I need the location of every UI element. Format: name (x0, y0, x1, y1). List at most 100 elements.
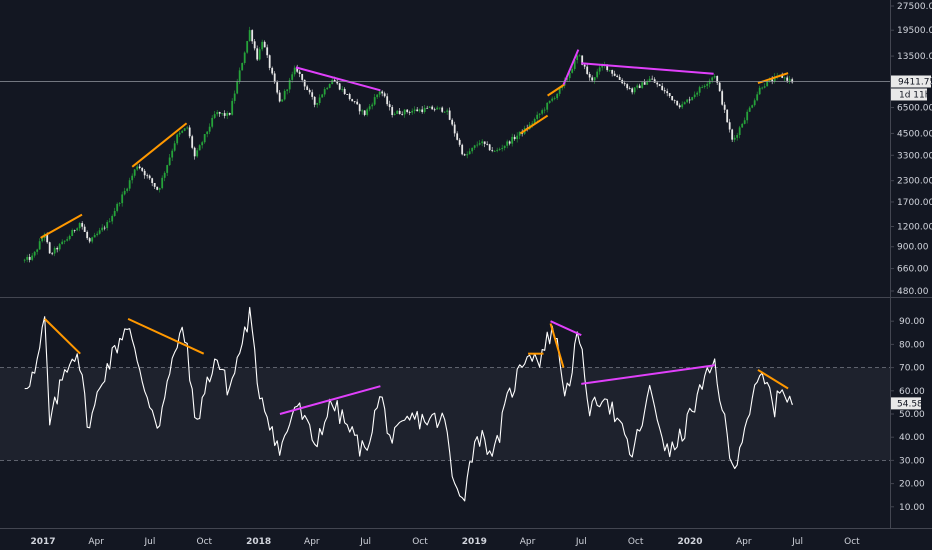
candle-body (583, 64, 586, 67)
candle-body (181, 130, 184, 133)
candle-body (513, 136, 516, 140)
time-tick-label: 2020 (677, 537, 702, 547)
candle-body (136, 166, 139, 170)
candle-body (463, 154, 466, 156)
candle-body (471, 147, 474, 152)
candle-body (631, 88, 634, 93)
time-tick-label: Jul (144, 537, 156, 547)
candle-body (106, 222, 109, 229)
candle-body (636, 85, 639, 88)
candle-body (731, 129, 734, 140)
candle-body (763, 86, 766, 88)
candle-body (556, 93, 559, 99)
candle-body (66, 239, 69, 241)
candle-body (146, 175, 149, 177)
candle-body (191, 136, 194, 148)
candle-body (728, 122, 731, 130)
candle-body (476, 144, 479, 146)
candle-body (706, 83, 709, 86)
candle-body (273, 73, 276, 83)
candle-body (293, 67, 296, 75)
candle-body (666, 91, 669, 94)
candle-body (28, 256, 31, 260)
candle-body (38, 241, 41, 250)
candle-body (538, 113, 541, 115)
rsi-tick-label: 70.00 (899, 364, 925, 374)
candle-body (41, 238, 44, 242)
candle-body (691, 97, 694, 101)
candle-body (573, 60, 576, 69)
candle-body (536, 114, 539, 120)
candle-body (668, 93, 671, 97)
price-candles[interactable] (23, 26, 794, 263)
candle-body (183, 128, 186, 131)
candle-body (593, 77, 596, 81)
candle-body (488, 144, 491, 151)
current-rsi-tag-box (891, 397, 921, 410)
time-axis[interactable]: 2017 Apr Jul Oct 2018 Apr Jul Oct 2019 Apr Jul Oct 2… (30, 537, 860, 547)
price-trendlines[interactable] (40, 49, 789, 239)
candle-body (283, 90, 286, 100)
candle-body (783, 77, 786, 79)
candle-body (411, 110, 414, 113)
candle-body (113, 210, 116, 216)
candle-body (743, 120, 746, 124)
candle-body (393, 113, 396, 115)
candle-body (701, 86, 704, 88)
candle-body (741, 123, 744, 128)
rsi-trendlines[interactable] (44, 317, 789, 415)
candle-body (281, 99, 284, 102)
current-rsi-tag[interactable]: 54.58 (891, 397, 923, 410)
candle-body (336, 81, 339, 84)
price-trendline (547, 83, 565, 97)
candle-body (533, 119, 536, 124)
candle-body (626, 84, 629, 89)
candle-body (373, 97, 376, 105)
time-tick-label: Jul (575, 537, 587, 547)
rsi-trendline (44, 318, 81, 355)
candle-body (383, 93, 386, 97)
candle-body (343, 88, 346, 95)
candle-body (678, 105, 681, 108)
candle-body (781, 74, 784, 78)
candle-body (101, 227, 104, 231)
countdown-tag-box (891, 88, 927, 101)
candle-body (86, 231, 89, 239)
candle-body (316, 102, 319, 105)
price-tick-label: 4500.00 (897, 129, 932, 139)
candle-body (551, 98, 554, 101)
rsi-trendline (581, 364, 715, 385)
price-tick-label: 27500.00 (897, 2, 932, 12)
candle-body (121, 194, 124, 204)
candle-body (318, 97, 321, 103)
candle-body (353, 101, 356, 103)
rsi-trendline (550, 320, 582, 337)
candle-body (26, 256, 29, 260)
rsi-axis[interactable]: 90.00 80.00 70.00 60.00 50.00 40.00 30.00 20.00… (890, 317, 925, 513)
price-trendline (581, 62, 714, 75)
candle-body (613, 73, 616, 76)
current-price-tag[interactable]: 9411.75 1d 11h (891, 75, 932, 101)
candle-body (428, 106, 431, 108)
candle-body (443, 111, 446, 113)
candle-body (493, 150, 496, 152)
time-tick-label: Jul (791, 537, 803, 547)
time-tick-label: Oct (628, 537, 644, 547)
candle-body (688, 99, 691, 101)
rsi-line-layer[interactable] (24, 306, 793, 502)
candle-body (598, 67, 601, 72)
candle-body (216, 112, 219, 115)
candle-body (193, 147, 196, 157)
candle-body (608, 70, 611, 71)
candle-body (771, 79, 774, 82)
candle-body (423, 107, 426, 112)
candle-body (483, 141, 486, 144)
candle-body (83, 226, 86, 232)
candle-body (643, 82, 646, 85)
candle-body (516, 135, 519, 140)
candle-body (23, 259, 26, 261)
candle-body (208, 126, 211, 132)
candle-body (153, 182, 156, 187)
candle-body (233, 93, 236, 101)
